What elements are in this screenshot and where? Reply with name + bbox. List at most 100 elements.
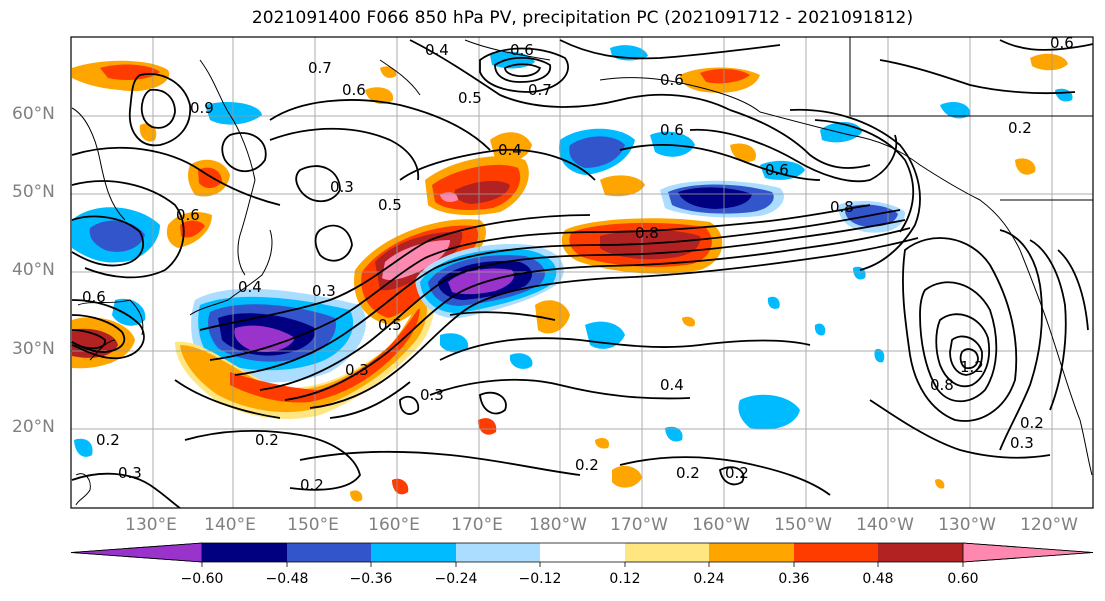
- negative-anomaly: [874, 348, 885, 363]
- negative-anomaly: [234, 325, 295, 352]
- contour-label: 0.6: [660, 121, 684, 139]
- contour-label: 0.8: [635, 224, 659, 242]
- negative-anomaly: [440, 333, 469, 353]
- contour-label: 0.6: [82, 288, 106, 306]
- map-area: 0.7 0.6 0.4 0.5 0.6 0.6 0.7 0.4 0.6 0.2 …: [71, 34, 1093, 508]
- positive-anomaly: [490, 132, 532, 162]
- contour-label: 0.3: [345, 361, 369, 379]
- positive-anomaly: [382, 240, 450, 280]
- coastlines: [71, 37, 1093, 506]
- contour-label: 0.7: [528, 81, 552, 99]
- colorbar-extend-min: [70, 542, 203, 563]
- positive-anomaly: [595, 437, 610, 449]
- positive-anomaly: [730, 143, 756, 162]
- lon-label: 170°W: [610, 515, 668, 535]
- contour-label: 0.9: [190, 99, 214, 117]
- colorbar-segment: [794, 543, 878, 562]
- colorbar-segment: [540, 543, 625, 562]
- positive-anomaly: [935, 479, 945, 489]
- contour-label: 0.6: [1050, 34, 1074, 52]
- contour-label: 0.2: [676, 464, 700, 482]
- negative-anomaly: [448, 268, 515, 295]
- colorbar-tick-label: 0.48: [862, 571, 894, 587]
- colorbar-segment: [709, 543, 794, 562]
- lon-label: 170°E: [451, 515, 503, 535]
- positive-anomaly: [139, 123, 157, 142]
- positive-anomaly: [1015, 158, 1036, 175]
- contour-label: 0.3: [118, 464, 142, 482]
- colorbar-segment: [371, 543, 456, 562]
- colorbar-extend-max: [962, 542, 1094, 563]
- contour-label: 0.4: [660, 376, 684, 394]
- negative-anomaly: [650, 131, 695, 157]
- lat-label: 20°N: [12, 417, 55, 437]
- contour-label: 0.3: [420, 386, 444, 404]
- negative-anomaly: [510, 353, 533, 369]
- contour-label: 0.8: [830, 198, 854, 216]
- contour-label: 0.6: [176, 206, 200, 224]
- lon-label: 140°W: [856, 515, 914, 535]
- lat-label: 30°N: [12, 339, 55, 359]
- negative-anomaly: [820, 121, 862, 143]
- colorbar-segment: [287, 543, 371, 562]
- colorbar: [70, 542, 1094, 567]
- positive-anomaly: [100, 64, 160, 80]
- contour-label: 0.4: [425, 41, 449, 59]
- positive-anomaly: [350, 490, 363, 502]
- contour-label: 0.2: [1020, 414, 1044, 432]
- contour-label: 0.8: [930, 376, 954, 394]
- contour-label: 0.3: [330, 178, 354, 196]
- contour-label: 1.2: [960, 358, 984, 376]
- contour-label: 0.4: [498, 141, 522, 159]
- contour-label: 0.2: [575, 456, 599, 474]
- map-title: 2021091400 F066 850 hPa PV, precipitatio…: [251, 8, 914, 28]
- negative-anomaly: [1055, 88, 1073, 102]
- lon-label: 150°E: [287, 515, 339, 535]
- contour-label: 0.5: [378, 316, 402, 334]
- lon-label: 130°W: [938, 515, 996, 535]
- lat-label: 50°N: [12, 182, 55, 202]
- precip-shading: [72, 45, 1073, 502]
- negative-anomaly: [767, 296, 780, 309]
- negative-anomaly: [665, 426, 683, 442]
- positive-anomaly: [600, 175, 645, 197]
- lon-label: 120°W: [1020, 515, 1078, 535]
- lon-label: 160°W: [692, 515, 750, 535]
- graticule: [71, 37, 1093, 508]
- colorbar-tick-label: 0.12: [609, 571, 641, 587]
- lon-label: 140°E: [204, 515, 256, 535]
- lon-label: 130°E: [125, 515, 177, 535]
- positive-anomaly: [380, 66, 397, 78]
- contour-label: 0.2: [725, 464, 749, 482]
- positive-anomaly: [478, 418, 497, 435]
- contour-label: 0.5: [458, 89, 482, 107]
- positive-anomaly: [535, 300, 570, 334]
- contour-label: 0.2: [96, 431, 120, 449]
- colorbar-tick-label: −0.60: [180, 571, 224, 587]
- contour-label: 0.6: [342, 81, 366, 99]
- contour-label: 0.6: [765, 161, 789, 179]
- contour-label: 0.2: [1008, 119, 1032, 137]
- lat-label: 40°N: [12, 260, 55, 280]
- positive-anomaly: [454, 180, 510, 204]
- colorbar-tick-label: 0.24: [693, 571, 725, 587]
- positive-anomaly: [180, 220, 205, 238]
- negative-anomaly: [74, 438, 93, 457]
- lon-label: 180°W: [529, 515, 587, 535]
- lon-label: 150°W: [774, 515, 832, 535]
- positive-anomaly: [365, 87, 394, 105]
- positive-anomaly: [230, 305, 420, 403]
- contour-label: 0.3: [1010, 434, 1034, 452]
- negative-anomaly: [940, 101, 971, 119]
- positive-anomaly: [392, 478, 409, 495]
- contour-labels: 0.7 0.6 0.4 0.5 0.6 0.6 0.7 0.4 0.6 0.2 …: [82, 34, 1074, 494]
- contour-label: 0.2: [300, 476, 324, 494]
- negative-anomaly: [760, 160, 805, 180]
- colorbar-segment: [878, 543, 963, 562]
- colorbar-tick-label: −0.48: [265, 571, 309, 587]
- negative-anomaly: [738, 394, 800, 430]
- negative-anomaly: [569, 136, 625, 168]
- negative-anomaly: [89, 220, 145, 252]
- colorbar-segment: [456, 543, 540, 562]
- negative-anomaly: [814, 323, 826, 336]
